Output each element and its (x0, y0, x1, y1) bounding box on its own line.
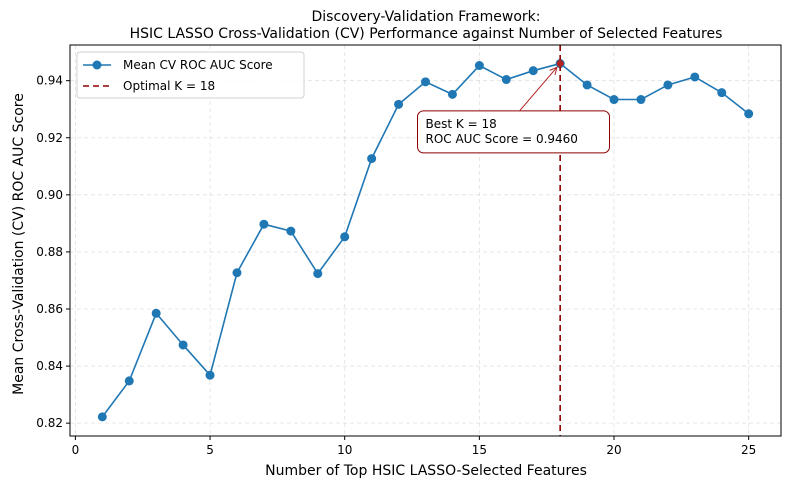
data-point (474, 61, 484, 71)
y-tick-label: 0.94 (36, 74, 63, 88)
y-tick-label: 0.84 (36, 359, 63, 373)
y-tick-label: 0.86 (36, 302, 63, 316)
legend-series-marker (92, 60, 102, 70)
chart-title-line-1: Discovery-Validation Framework: (312, 9, 541, 25)
data-point (447, 89, 457, 99)
annotation-arrow (519, 67, 558, 112)
data-point (663, 80, 673, 90)
y-tick-label: 0.88 (36, 245, 63, 259)
legend-box (76, 51, 305, 99)
data-point (582, 80, 592, 90)
data-point (636, 95, 646, 105)
data-point (97, 412, 107, 422)
x-tick-label: 10 (337, 443, 352, 457)
legend-label-series: Mean CV ROC AUC Score (123, 58, 273, 72)
data-point (340, 232, 350, 242)
data-point (151, 308, 161, 318)
x-tick-label: 0 (72, 443, 80, 457)
data-point (286, 226, 296, 236)
data-point (124, 376, 134, 386)
annotation-line-2: ROC AUC Score = 0.9460 (426, 132, 578, 146)
x-axis-label: Number of Top HSIC LASSO-Selected Featur… (265, 463, 587, 479)
legend: Mean CV ROC AUC Score Optimal K = 18 (76, 51, 305, 99)
data-point (259, 219, 269, 229)
grid (70, 45, 781, 436)
data-point (609, 95, 619, 105)
chart-title: Discovery-Validation Framework: HSIC LAS… (130, 9, 723, 42)
data-point (717, 88, 727, 98)
x-tick-label: 25 (741, 443, 756, 457)
data-point (367, 154, 377, 164)
annotation-line-1: Best K = 18 (426, 117, 497, 131)
legend-label-optimal: Optimal K = 18 (123, 79, 215, 93)
data-point (421, 77, 430, 87)
y-tick-label: 0.90 (36, 188, 63, 202)
y-tick-label: 0.92 (36, 131, 63, 145)
best-point-marker (556, 60, 564, 68)
data-point (313, 269, 323, 279)
y-axis-ticks: 0.82 0.84 0.86 0.88 0.90 0.92 0.94 (36, 74, 70, 430)
plot-frame (69, 44, 782, 437)
x-tick-label: 15 (472, 443, 487, 457)
y-axis-label: Mean Cross-Validation (CV) ROC AUC Score (11, 93, 27, 395)
data-point (394, 99, 404, 109)
annotation-arrowhead (549, 66, 558, 76)
data-point (528, 66, 538, 76)
data-point (744, 109, 754, 119)
data-point (205, 370, 215, 380)
data-point (501, 75, 511, 85)
data-point (178, 340, 188, 350)
chart-title-line-2: HSIC LASSO Cross-Validation (CV) Perform… (130, 26, 723, 42)
annotation-box (417, 110, 610, 154)
data-point (232, 268, 242, 278)
x-axis-ticks: 0 5 10 15 20 25 (72, 436, 756, 457)
y-tick-label: 0.82 (36, 416, 63, 430)
x-tick-label: 5 (206, 443, 214, 457)
x-tick-label: 20 (606, 443, 621, 457)
data-point (690, 72, 700, 82)
